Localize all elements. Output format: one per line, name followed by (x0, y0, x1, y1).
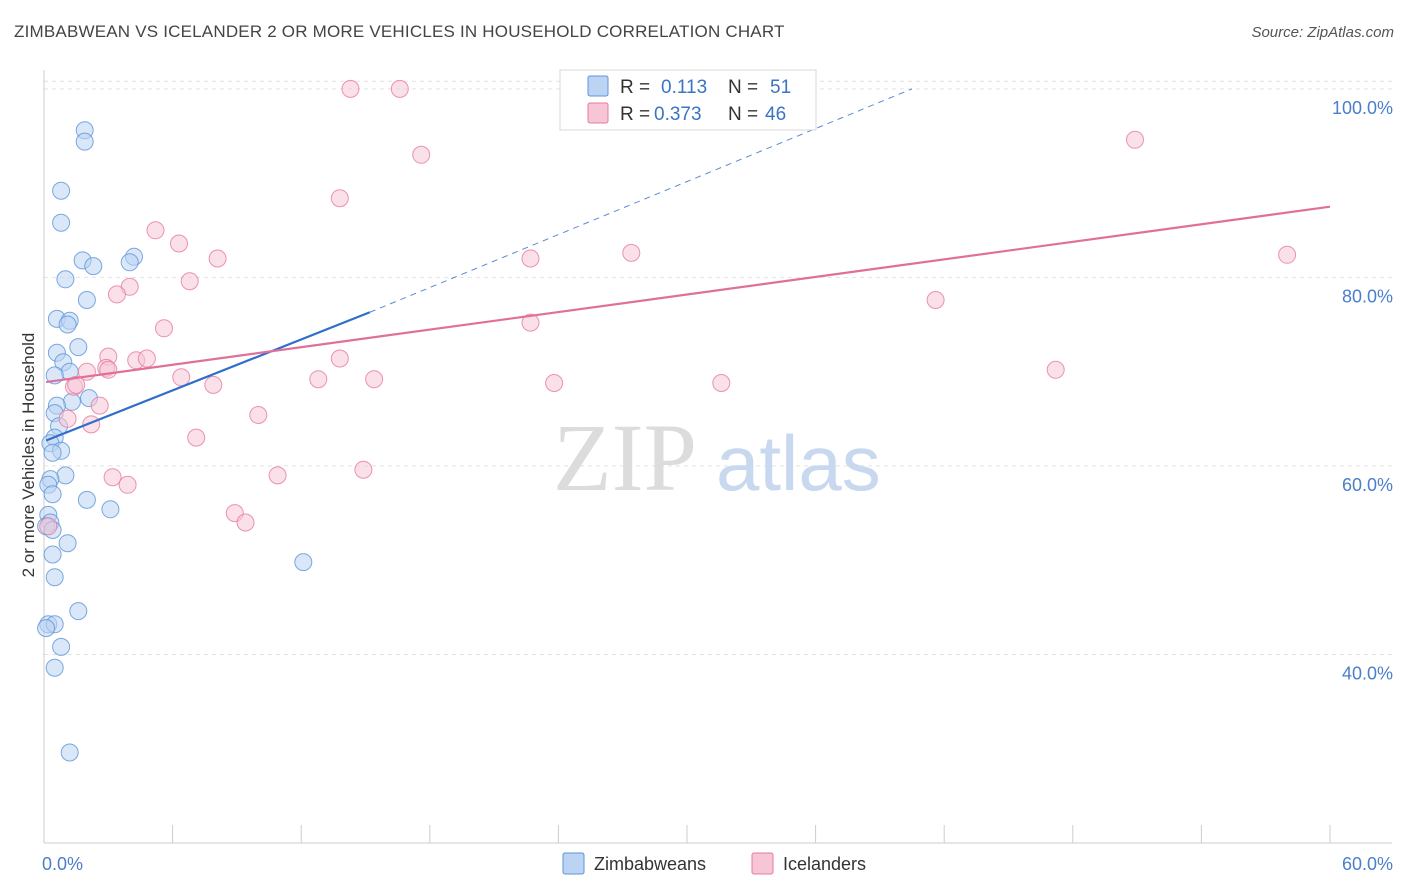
source-label: Source: ZipAtlas.com (1251, 24, 1394, 41)
zimbabweans-trend-line (45, 311, 371, 442)
series-zimbabweans (37, 121, 313, 762)
zimbabweans-point-8 (56, 270, 75, 289)
icelanders-point-26 (365, 370, 384, 389)
bottom-legend: Zimbabweans Icelanders (562, 852, 866, 875)
legend-n-label-1: N = (728, 77, 758, 98)
bottom-legend-label-zimbabweans: Zimbabweans (594, 854, 706, 874)
watermark: ZIP atlas (553, 404, 881, 511)
zimbabweans-point-26 (43, 443, 62, 462)
zimbabweans-point-1 (75, 132, 94, 151)
icelanders-point-5 (1278, 245, 1297, 264)
legend-swatch-zimbabweans (587, 75, 609, 97)
legend-swatch-icelanders (587, 102, 609, 124)
bottom-legend-swatch-icelanders (751, 852, 774, 875)
icelanders-point-20 (330, 349, 349, 368)
icelanders-point-15 (155, 319, 173, 338)
zimbabweans-point-30 (43, 485, 62, 504)
icelanders-point-33 (90, 396, 109, 415)
legend: R = 0.113 N = 51 R = 0.373 N = 46 (559, 69, 817, 131)
y-tick-label-100: 100.0% (1332, 98, 1393, 118)
icelanders-point-32 (67, 375, 86, 394)
icelanders-trend-line (45, 205, 1331, 384)
icelanders-point-37 (187, 428, 206, 447)
icelanders-point-18 (137, 349, 156, 368)
zimbabweans-point-2 (52, 181, 71, 200)
grid-layer (44, 80, 1392, 655)
icelanders-point-1 (390, 79, 409, 98)
zimbabweans-trend-extension (369, 88, 913, 313)
zimbabweans-point-13 (69, 338, 88, 357)
icelanders-point-16 (521, 313, 540, 332)
zimbabweans-point-3 (52, 213, 71, 232)
watermark-zip: ZIP (553, 404, 697, 511)
zimbabweans-point-45 (52, 637, 71, 656)
y-tick-label-40: 40.0% (1342, 663, 1393, 683)
bottom-legend-label-icelanders: Icelanders (783, 854, 866, 874)
zimbabweans-point-44 (37, 619, 56, 638)
points-layer (37, 79, 1297, 762)
icelanders-point-27 (1046, 360, 1065, 379)
icelanders-point-2 (412, 145, 431, 164)
y-tick-label-60: 60.0% (1342, 475, 1393, 495)
bottom-legend-swatch-zimbabweans (562, 852, 585, 875)
legend-r-value-2: 0.373 (654, 104, 702, 125)
zimbabweans-point-32 (101, 500, 120, 519)
legend-r-value-1: 0.113 (661, 77, 707, 98)
zimbabweans-point-27 (56, 466, 75, 485)
icelanders-point-25 (309, 370, 328, 389)
zimbabweans-point-37 (58, 534, 77, 553)
icelanders-point-24 (172, 368, 191, 387)
icelanders-point-4 (1126, 130, 1144, 149)
watermark-atlas: atlas (716, 419, 881, 507)
zimbabweans-point-9 (77, 291, 96, 309)
icelanders-point-41 (118, 475, 137, 494)
icelanders-point-6 (146, 221, 165, 240)
y-tick-label-80: 80.0% (1342, 286, 1393, 306)
zimbabweans-point-38 (43, 545, 62, 564)
icelanders-point-14 (926, 291, 945, 309)
axes-layer: 40.0% 60.0% 80.0% 100.0% 0.0% 60.0% (42, 70, 1393, 874)
trend-layer (45, 88, 1331, 442)
icelanders-point-43 (236, 513, 255, 532)
zimbabweans-point-47 (60, 743, 79, 762)
icelanders-point-10 (622, 243, 641, 262)
zimbabweans-point-5 (84, 257, 103, 276)
icelanders-point-9 (521, 249, 540, 268)
icelanders-point-35 (58, 409, 77, 428)
zimbabweans-point-31 (77, 490, 96, 509)
icelanders-point-3 (330, 189, 349, 208)
zimbabweans-point-7 (120, 253, 139, 272)
zimbabweans-point-12 (58, 315, 77, 334)
icelanders-point-44 (39, 517, 58, 536)
icelanders-point-7 (170, 234, 188, 253)
chart-title: ZIMBABWEAN VS ICELANDER 2 OR MORE VEHICL… (14, 22, 785, 41)
legend-r-label-1: R = (620, 77, 650, 98)
x-tick-label-0: 0.0% (42, 854, 83, 874)
x-tick-label-60: 60.0% (1342, 854, 1393, 874)
zimbabweans-point-39 (294, 553, 313, 572)
icelanders-point-11 (180, 272, 199, 291)
legend-n-value-1: 51 (770, 77, 791, 98)
icelanders-point-29 (545, 374, 564, 392)
zimbabweans-point-19 (62, 392, 81, 411)
icelanders-point-8 (208, 249, 227, 268)
icelanders-point-0 (341, 79, 360, 98)
icelanders-point-28 (712, 374, 731, 392)
icelanders-point-22 (99, 360, 118, 379)
icelanders-point-13 (107, 285, 126, 304)
zimbabweans-point-40 (45, 568, 64, 587)
legend-n-value-2: 46 (765, 104, 786, 125)
icelanders-point-30 (204, 375, 223, 394)
y-axis-label: 2 or more Vehicles in Household (19, 333, 38, 578)
zimbabweans-point-41 (69, 602, 88, 621)
icelanders-point-39 (268, 466, 287, 485)
legend-n-label-2: N = (728, 104, 758, 125)
legend-r-label-2: R = (620, 104, 650, 125)
zimbabweans-point-46 (45, 658, 64, 677)
icelanders-point-34 (249, 406, 268, 424)
icelanders-point-38 (354, 460, 373, 479)
icelanders-point-40 (103, 468, 122, 487)
